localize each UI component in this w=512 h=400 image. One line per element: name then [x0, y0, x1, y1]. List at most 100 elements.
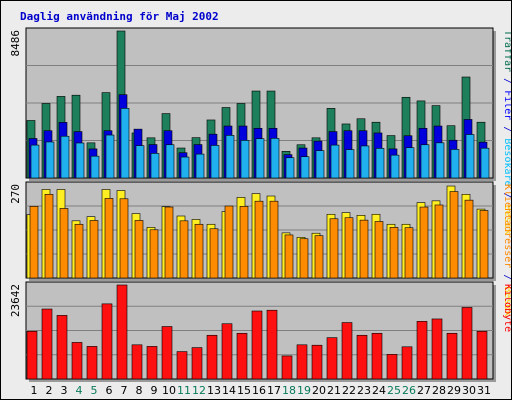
- bar-kilobyte-day-7: [116, 284, 128, 380]
- legend-text: /: [502, 120, 511, 138]
- legend-text: Filer: [502, 90, 511, 120]
- bar-klientadresser-day-24: [374, 221, 384, 279]
- bar-klientadresser-day-13: [209, 228, 219, 279]
- bar-bes-kare-day-16: [255, 138, 265, 179]
- x-tick-label: 8: [136, 384, 143, 397]
- x-tick-label: 25: [387, 384, 401, 397]
- bar-kilobyte-day-5: [86, 346, 98, 380]
- bar-bes-kare-day-8: [135, 145, 145, 179]
- x-tick-label: 9: [151, 384, 158, 397]
- bar-kilobyte-day-6: [101, 303, 113, 380]
- bar-klientadresser-day-20: [314, 235, 324, 279]
- panel-2: 270 Klientadresser / Besök: [9, 181, 511, 316]
- x-tick-label: 13: [207, 384, 221, 397]
- bar-bes-kare-day-23: [360, 145, 370, 179]
- bar-kilobyte-day-13: [206, 334, 218, 380]
- bar-klientadresser-day-15: [239, 206, 249, 279]
- bar-klientadresser-day-1: [29, 206, 39, 279]
- bar-klientadresser-day-25: [389, 227, 399, 279]
- legend-text: Besök: [502, 205, 511, 235]
- x-tick-label: 27: [417, 384, 431, 397]
- bar-bes-kare-day-12: [195, 153, 205, 179]
- bar-klientadresser-day-2: [44, 194, 54, 279]
- bar-kilobyte-day-3: [56, 315, 68, 380]
- bar-kilobyte-day-28: [431, 318, 443, 380]
- bar-bes-kare-day-2: [45, 141, 55, 179]
- bar-bes-kare-day-5: [90, 155, 100, 179]
- bar-klientadresser-day-3: [59, 208, 69, 279]
- x-tick-label: 17: [267, 384, 281, 397]
- bar-bes-kare-day-6: [105, 134, 115, 179]
- x-tick-label: 7: [121, 384, 128, 397]
- bar-bes-kare-day-21: [330, 144, 340, 179]
- chart-title: Daglig användning för Maj 2002: [20, 10, 219, 23]
- x-tick-label: 11: [177, 384, 191, 397]
- panel-legend: Klientadresser / Besök: [502, 184, 511, 316]
- bar-kilobyte-day-18: [281, 355, 293, 380]
- x-tick-label: 1: [31, 384, 38, 397]
- bar-bes-kare-day-4: [75, 142, 85, 179]
- bar-klientadresser-day-22: [344, 217, 354, 279]
- panel-1: 8486 Träffar / Filer / Besökare / Besök: [9, 27, 511, 235]
- bar-kilobyte-day-24: [371, 332, 383, 380]
- bar-bes-kare-day-1: [30, 144, 40, 179]
- x-tick-label: 22: [342, 384, 356, 397]
- bar-klientadresser-day-28: [434, 204, 444, 279]
- panel-legend: Kilobyte: [502, 284, 511, 332]
- bar-kilobyte-day-4: [71, 342, 83, 380]
- x-tick-label: 16: [252, 384, 266, 397]
- legend-text: /: [502, 72, 511, 90]
- bar-kilobyte-day-25: [386, 354, 398, 380]
- x-tick-label: 10: [162, 384, 176, 397]
- bar-bes-kare-day-26: [405, 147, 415, 179]
- bar-kilobyte-day-23: [356, 334, 368, 380]
- bar-klientadresser-day-17: [269, 200, 279, 279]
- bar-bes-kare-day-11: [180, 156, 190, 179]
- bar-bes-kare-day-29: [450, 149, 460, 179]
- bar-klientadresser-day-5: [89, 220, 99, 279]
- bar-klientadresser-day-14: [224, 205, 234, 279]
- y-max-label: 8486: [9, 30, 22, 57]
- bar-bes-kare-day-30: [465, 134, 475, 179]
- bar-kilobyte-day-22: [341, 322, 353, 380]
- legend-text: /: [502, 187, 511, 205]
- x-tick-label: 4: [76, 384, 83, 397]
- bar-bes-kare-day-24: [375, 148, 385, 179]
- bar-bes-kare-day-20: [315, 150, 325, 179]
- y-max-label: 270: [9, 184, 22, 204]
- bar-bes-kare-day-17: [270, 138, 280, 179]
- bar-kilobyte-day-31: [476, 330, 488, 380]
- bar-klientadresser-day-8: [134, 220, 144, 279]
- bar-bes-kare-day-13: [210, 145, 220, 179]
- bar-klientadresser-day-4: [74, 223, 84, 279]
- x-tick-label: 23: [357, 384, 371, 397]
- bar-bes-kare-day-22: [345, 149, 355, 179]
- legend-text: /: [502, 268, 511, 286]
- x-tick-label: 5: [91, 384, 98, 397]
- bar-kilobyte-day-10: [161, 326, 173, 380]
- bar-klientadresser-day-18: [284, 234, 294, 279]
- bar-kilobyte-day-20: [311, 344, 323, 380]
- x-tick-label: 3: [61, 384, 68, 397]
- bar-kilobyte-day-9: [146, 346, 158, 380]
- x-tick-label: 15: [237, 384, 251, 397]
- bar-klientadresser-day-23: [359, 219, 369, 279]
- legend-text: Besökare: [502, 138, 511, 186]
- bar-bes-kare-day-31: [480, 147, 490, 179]
- bar-klientadresser-day-9: [149, 229, 159, 279]
- bar-kilobyte-day-29: [446, 332, 458, 380]
- bar-kilobyte-day-15: [236, 332, 248, 380]
- x-tick-label: 30: [462, 384, 476, 397]
- bar-kilobyte-day-2: [41, 308, 53, 380]
- bar-bes-kare-day-18: [285, 157, 295, 179]
- x-tick-label: 31: [477, 384, 491, 397]
- bar-klientadresser-day-6: [104, 198, 114, 279]
- bar-klientadresser-day-26: [404, 227, 414, 279]
- legend-text: Träffar: [502, 30, 511, 72]
- legend-text: Klientadresser: [502, 184, 511, 268]
- x-tick-label: 12: [192, 384, 206, 397]
- bar-bes-kare-day-7: [120, 108, 130, 179]
- bar-bes-kare-day-19: [300, 156, 310, 179]
